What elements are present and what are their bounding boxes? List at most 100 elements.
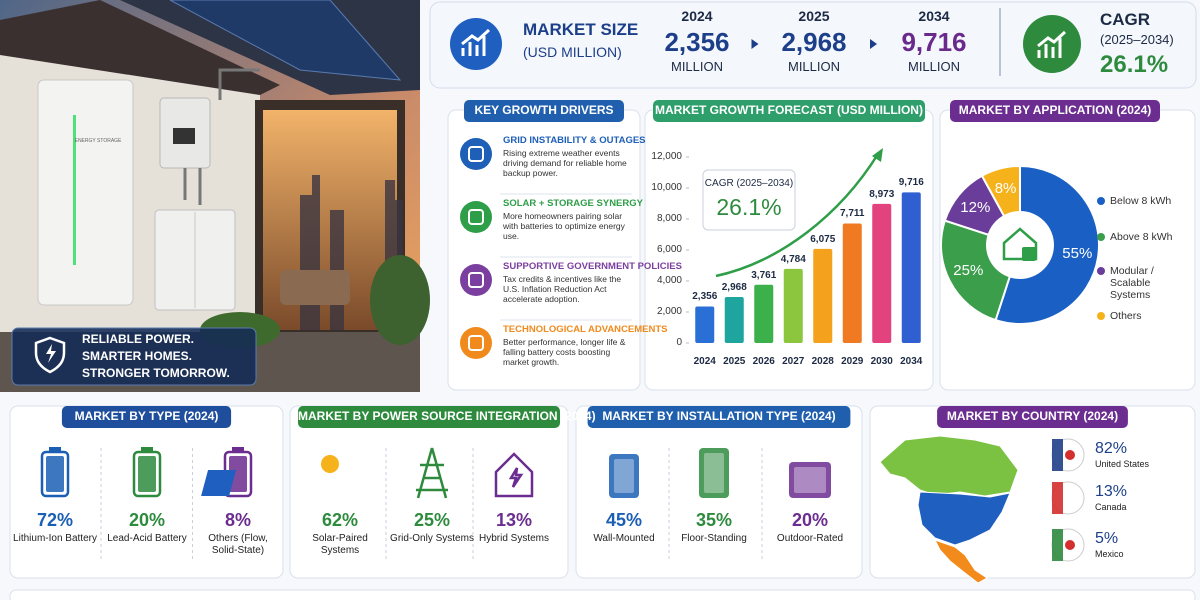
country-value: 13% bbox=[1095, 483, 1128, 500]
value-label: 3,761 bbox=[751, 269, 777, 281]
bar bbox=[783, 268, 803, 343]
share-label: Lead-Acid Battery bbox=[107, 533, 187, 544]
x-tick-label: 2024 bbox=[693, 356, 716, 367]
country-label: United States bbox=[1095, 459, 1150, 469]
panel-title-bg bbox=[61, 406, 232, 428]
share-label: Grid-Only Systems bbox=[390, 533, 474, 544]
tagline: STRONGER TOMORROW. bbox=[82, 366, 230, 380]
cagr-period: (2025–2034) bbox=[1100, 32, 1174, 47]
figure-value: 2,356 bbox=[664, 27, 730, 57]
device-icon bbox=[699, 448, 729, 498]
value-label: 8,973 bbox=[869, 188, 895, 200]
annotation-box bbox=[702, 169, 796, 231]
value-label: 7,711 bbox=[840, 208, 865, 220]
share-value: 35% bbox=[695, 510, 733, 530]
flag-mark bbox=[1065, 450, 1075, 460]
x-tick-label: 2034 bbox=[900, 356, 923, 367]
flag-part bbox=[1052, 482, 1063, 514]
x-tick-label: 2029 bbox=[841, 356, 864, 367]
tower-icon bbox=[416, 447, 448, 499]
y-tick-label: 10,000 bbox=[651, 182, 682, 193]
device-icon bbox=[789, 462, 831, 498]
value-label: 2,968 bbox=[721, 281, 747, 293]
pie-center bbox=[986, 211, 1054, 279]
market-icon bbox=[450, 18, 502, 70]
annotation-value: 26.1% bbox=[716, 194, 782, 220]
y-tick-label: 8,000 bbox=[656, 213, 682, 224]
tagline: SMARTER HOMES. bbox=[82, 349, 193, 363]
driver-icon-glyph bbox=[468, 272, 484, 288]
legend-swatch bbox=[1097, 197, 1105, 205]
map-us bbox=[917, 491, 1011, 546]
panel-title: MARKET BY COUNTRY (2024) bbox=[946, 409, 1119, 423]
panel-title-bg bbox=[653, 100, 925, 122]
device-icon bbox=[609, 454, 639, 498]
figure-year: 2034 bbox=[918, 8, 950, 24]
device-face bbox=[794, 467, 826, 493]
bar bbox=[754, 284, 774, 343]
market-size-card bbox=[429, 1, 1197, 89]
cagr-icon bbox=[1023, 15, 1081, 73]
share-value: 20% bbox=[128, 510, 166, 530]
battery-cap bbox=[232, 447, 244, 452]
bar bbox=[724, 296, 744, 343]
panel-title: KEY GROWTH DRIVERS bbox=[474, 103, 614, 117]
x-tick-label: 2026 bbox=[752, 356, 775, 367]
bar bbox=[695, 306, 715, 343]
driver-title: SOLAR + STORAGE SYNERGY bbox=[503, 198, 643, 209]
driver-title: TECHNOLOGICAL ADVANCEMENTS bbox=[503, 324, 668, 335]
bar bbox=[872, 203, 892, 343]
cagr-title: CAGR bbox=[1100, 10, 1151, 29]
panel-title: MARKET GROWTH FORECAST (USD MILLION) bbox=[655, 103, 923, 117]
flag-part bbox=[1052, 529, 1063, 561]
share-label: Outdoor-Rated bbox=[776, 533, 844, 544]
house-battery bbox=[1022, 247, 1036, 261]
driver-text: Better performance, longer life & fallin… bbox=[503, 337, 626, 367]
legend-swatch bbox=[1097, 312, 1105, 320]
value-label: 2,356 bbox=[692, 291, 718, 303]
driver-icon bbox=[460, 138, 492, 170]
panel bbox=[869, 405, 1196, 579]
battery-cap bbox=[49, 447, 61, 452]
legend-label: Above 8 kWh bbox=[1110, 231, 1173, 243]
battery-cap bbox=[141, 447, 153, 452]
market-size-subtitle: (USD MILLION) bbox=[523, 44, 622, 60]
battery-fill bbox=[46, 456, 64, 492]
driver-icon-glyph bbox=[468, 209, 484, 225]
share-label: Solar-Paired Systems bbox=[312, 533, 368, 556]
panel-title: MARKET BY APPLICATION (2024) bbox=[958, 103, 1152, 117]
driver-icon bbox=[460, 201, 492, 233]
driver-icon-glyph bbox=[468, 335, 484, 351]
battery-fill bbox=[138, 456, 156, 492]
legend-label: Modular / Scalable Systems bbox=[1110, 265, 1154, 302]
panel-icon bbox=[201, 470, 237, 496]
legend-label: Below 8 kWh bbox=[1110, 195, 1172, 207]
share-value: 25% bbox=[413, 510, 451, 530]
pie-label: 12% bbox=[960, 199, 991, 217]
share-value: 20% bbox=[791, 510, 829, 530]
x-tick-label: 2028 bbox=[811, 356, 834, 367]
y-tick-label: 2,000 bbox=[656, 306, 682, 317]
value-label: 6,075 bbox=[810, 233, 836, 245]
legend-swatch bbox=[1097, 267, 1105, 275]
device-label: ENERGY STORAGE bbox=[75, 138, 122, 144]
share-value: 72% bbox=[36, 510, 74, 530]
value-label: 9,716 bbox=[898, 177, 924, 189]
panel-title: MARKET BY POWER SOURCE INTEGRATION (2024… bbox=[298, 409, 596, 423]
pie-label: 25% bbox=[953, 262, 984, 280]
share-label: Wall-Mounted bbox=[593, 533, 655, 544]
figure-unit: MILLION bbox=[907, 59, 960, 74]
bar bbox=[901, 192, 921, 343]
cagr-icon-glyph bbox=[1037, 30, 1067, 58]
map-canada bbox=[879, 435, 1019, 497]
share-value: 13% bbox=[495, 510, 533, 530]
panel-title-bg bbox=[587, 406, 851, 428]
driver-text: Rising extreme weather events driving de… bbox=[503, 148, 627, 178]
hero-illustration: ENERGY STORAGE bbox=[0, 0, 430, 392]
map-mexico bbox=[934, 539, 988, 584]
bar bbox=[842, 223, 862, 343]
figure-unit: MILLION bbox=[787, 59, 840, 74]
figure-year: 2024 bbox=[681, 8, 713, 24]
growth-arrow bbox=[715, 153, 880, 278]
